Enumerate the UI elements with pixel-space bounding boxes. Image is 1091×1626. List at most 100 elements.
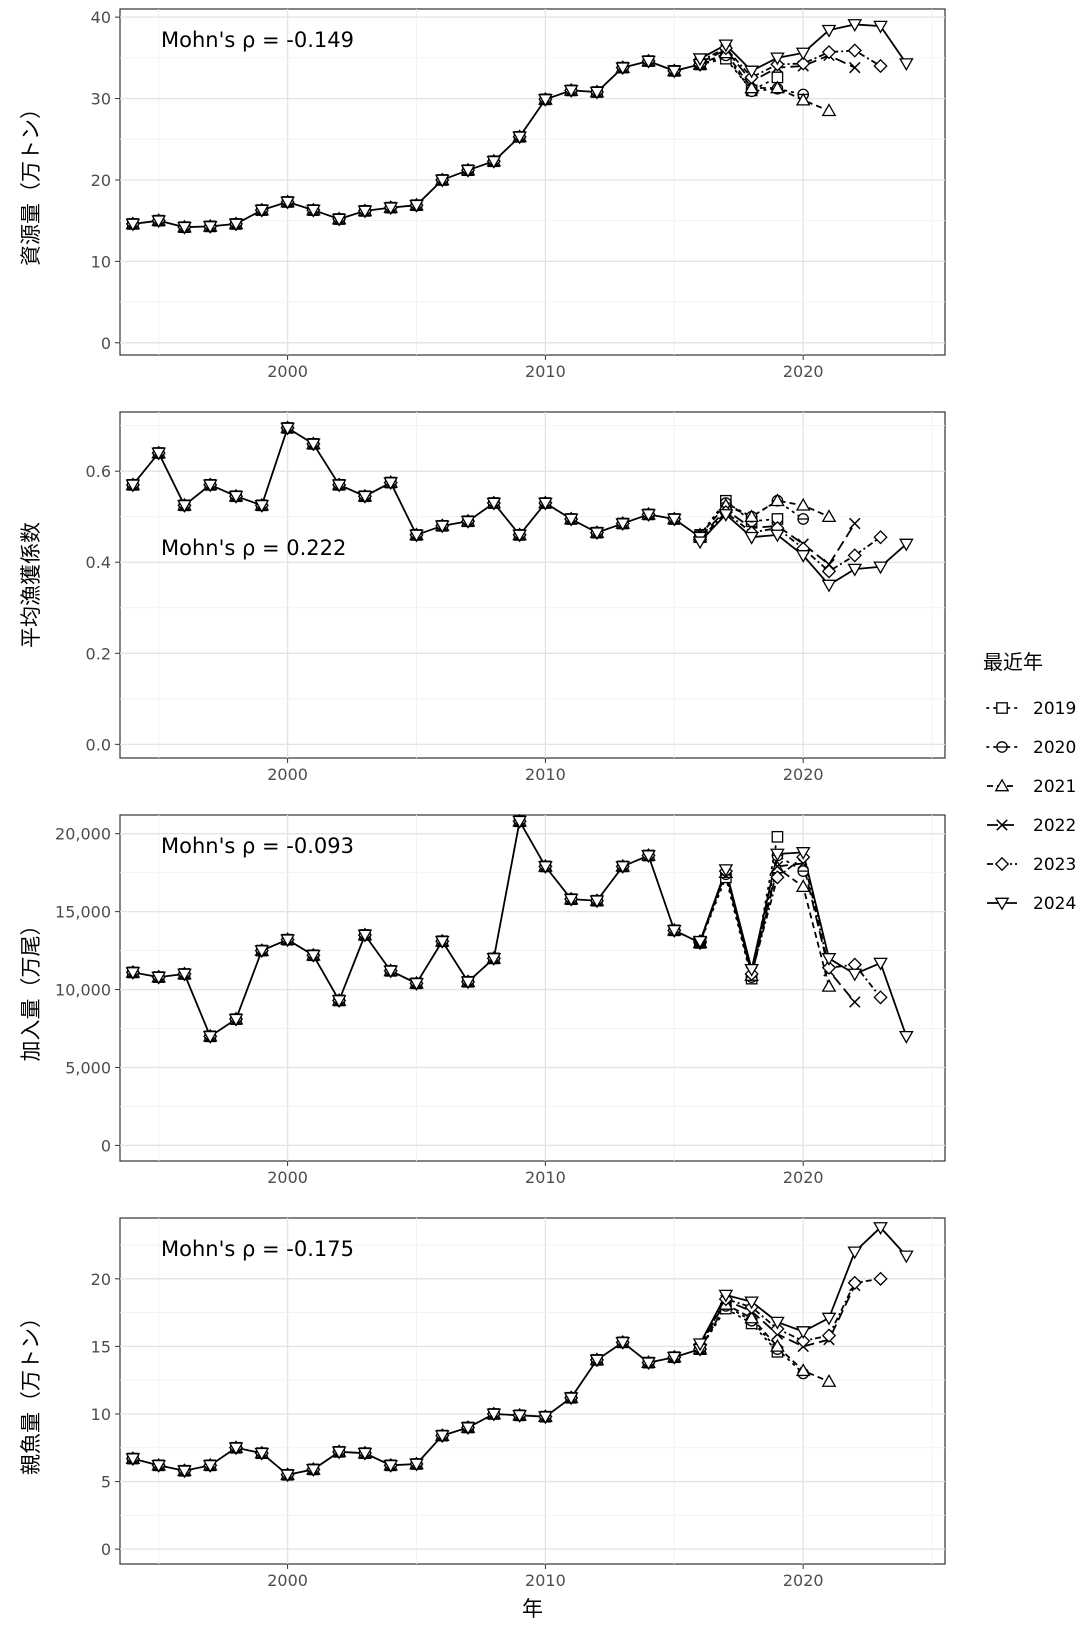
point-2023: [873, 530, 888, 545]
point-2024: [357, 1447, 373, 1461]
y-axis-title: 資源量（万トン）: [19, 98, 43, 266]
point-2024: [795, 847, 811, 860]
point-2024: [202, 221, 218, 234]
point-2024: [434, 520, 450, 534]
y-tick-label: 10: [91, 1405, 111, 1424]
point-2024: [770, 52, 785, 66]
point-2024: [538, 94, 553, 107]
point-2023: [873, 990, 888, 1005]
point-2024: [666, 924, 682, 938]
point-2021: [770, 1338, 785, 1352]
legend-key-marker: [996, 741, 1008, 753]
gridlines: [120, 815, 945, 1161]
y-tick-label: 0.6: [86, 462, 111, 481]
mohns-rho-annotation: Mohn's ρ = -0.149: [161, 28, 354, 52]
point-2021: [821, 509, 837, 523]
panel-1: 2000 2010 2020 0 10 20 30 40 資源量（万トン） Mohn's ρ = …: [19, 8, 946, 381]
point-2024: [383, 477, 399, 491]
point-2024: [151, 215, 166, 229]
point-2024: [125, 967, 141, 980]
point-2024: [641, 1357, 656, 1371]
point-2024: [666, 513, 682, 527]
point-2021: [795, 879, 811, 893]
y-tick-label: 15: [91, 1337, 111, 1356]
point-2024: [563, 1392, 579, 1406]
point-2024: [331, 1446, 347, 1460]
point-2021: [821, 103, 837, 117]
panel-background: [119, 814, 946, 1162]
point-2023: [847, 548, 862, 563]
point-2023: [847, 1275, 862, 1290]
legend-key-marker: [996, 819, 1008, 831]
point-2024: [177, 499, 192, 513]
y-tick-label: 30: [91, 90, 111, 109]
mohns-rho-annotation: Mohn's ρ = -0.093: [161, 834, 354, 858]
y-tick-label: 0.4: [86, 553, 111, 572]
mohns-rho-annotation: Mohn's ρ = 0.222: [161, 536, 346, 560]
point-2024: [692, 536, 708, 550]
legend-key-marker: [994, 778, 1010, 792]
point-2024: [306, 438, 321, 452]
point-2023: [821, 1328, 837, 1343]
legend-label-2019: 2019: [1033, 699, 1076, 719]
point-2024: [615, 518, 631, 532]
point-2024: [770, 848, 785, 862]
y-tick-label: 40: [91, 8, 111, 27]
series-line-2019: [699, 1307, 779, 1353]
x-tick-label: 2010: [525, 1571, 566, 1590]
point-2024: [821, 1312, 837, 1326]
point-2024: [847, 1246, 863, 1260]
y-tick-label: 20: [91, 1270, 111, 1289]
point-2024: [409, 1458, 424, 1472]
x-tick-label: 2000: [267, 362, 308, 381]
point-2024: [692, 53, 708, 67]
point-2024: [280, 196, 295, 210]
legend-label-2024: 2024: [1033, 894, 1076, 914]
point-2021: [744, 509, 759, 523]
point-2024: [770, 529, 785, 543]
panel-background: [119, 1217, 946, 1565]
point-2021: [795, 1363, 811, 1377]
point-2024: [177, 221, 192, 235]
point-2024: [357, 929, 373, 943]
point-2019: [771, 830, 784, 843]
point-2024: [434, 1430, 450, 1444]
point-2024: [873, 20, 888, 34]
point-2021: [795, 497, 811, 511]
point-2024: [718, 1289, 734, 1303]
legend-title: 最近年: [983, 650, 1043, 674]
point-2024: [512, 1409, 527, 1423]
point-2024: [512, 815, 527, 829]
point-2024: [795, 47, 811, 61]
point-2024: [718, 509, 734, 522]
y-tick-label: 10,000: [55, 981, 111, 1000]
legend-key-2023: [987, 856, 1017, 872]
point-2024: [615, 62, 631, 76]
x-tick-label: 2010: [525, 362, 566, 381]
point-2024: [641, 850, 656, 864]
point-2022: [849, 996, 861, 1008]
point-2024: [589, 86, 605, 100]
point-2024: [306, 1464, 321, 1477]
y-tick-label: 0.0: [86, 735, 111, 754]
panel-3: 2000 2010 2020 0 5,000 10,000 15,000 20,000 加入量（…: [19, 813, 946, 1187]
point-2024: [486, 497, 502, 511]
point-2024: [228, 490, 244, 504]
point-2024: [847, 19, 863, 32]
point-2021: [821, 1374, 837, 1387]
point-2024: [409, 199, 424, 213]
point-2024: [486, 1408, 502, 1422]
point-2024: [821, 953, 837, 966]
point-2024: [821, 579, 837, 593]
point-2024: [280, 422, 295, 436]
point-2024: [821, 24, 837, 38]
x-axis-title: 年: [522, 1597, 543, 1621]
point-2024: [641, 509, 656, 522]
point-2024: [692, 1338, 708, 1352]
point-2024: [666, 65, 682, 79]
legend-key-2021: [987, 778, 1017, 792]
y-axis-title: 平均漁獲係数: [19, 522, 43, 648]
point-2023: [796, 1333, 811, 1349]
x-tick-label: 2000: [267, 1571, 308, 1590]
